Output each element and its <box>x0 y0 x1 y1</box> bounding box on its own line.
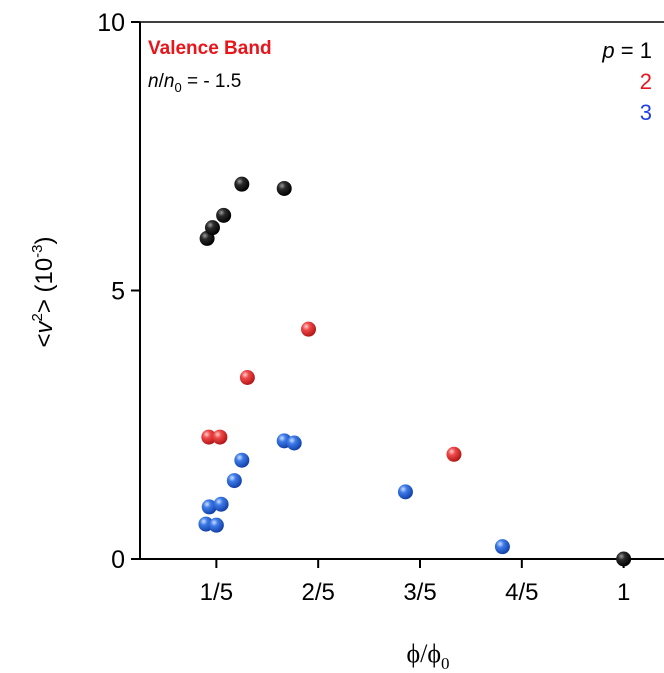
data-points <box>198 176 632 567</box>
y-tick-label: 5 <box>111 278 125 306</box>
series-p3-point <box>208 517 224 533</box>
y-label-pre: < <box>31 334 58 348</box>
density-value: = - 1.5 <box>182 71 242 92</box>
density-sep: / <box>159 71 165 92</box>
y-label-sup: 2 <box>29 313 46 321</box>
series-p2-point <box>201 429 217 445</box>
series-p3-point <box>234 452 250 468</box>
y-axis-label: <v2> (10-3) <box>29 236 58 347</box>
x-tick-group: 1/5 2/5 3/5 4/5 1 <box>200 559 630 606</box>
x-axis-label: ϕ/ϕ0 <box>406 639 449 673</box>
series-p1-point <box>616 551 632 567</box>
x-label-main: ϕ/ϕ <box>406 639 441 668</box>
legend-entry-p1: p = 1 <box>601 38 652 63</box>
legend: p = 1 2 3 <box>601 38 652 125</box>
density-n0: n <box>164 71 175 92</box>
y-label-post: > (10 <box>31 258 58 313</box>
series-p3-point <box>226 473 242 489</box>
series-p3-point <box>201 499 217 515</box>
y-label-close: ) <box>31 236 58 244</box>
legend-value-1: 1 <box>640 38 652 63</box>
series-p3-point <box>397 484 413 500</box>
x-tick-label: 4/5 <box>505 579 538 606</box>
series-p1-point <box>234 176 250 192</box>
y-tick-label: 10 <box>97 9 125 37</box>
series-p1-point <box>216 207 232 223</box>
x-label-sub: 0 <box>441 654 450 673</box>
series-p3-point <box>494 539 510 555</box>
series-p2-point <box>239 369 255 385</box>
series-p3-point <box>286 435 302 451</box>
series-p3-point <box>213 496 229 512</box>
y-tick-group: 0 5 10 <box>97 9 140 574</box>
band-annotation: Valence Band <box>148 38 272 59</box>
series-p1-point <box>276 180 292 196</box>
x-tick-label: 1 <box>617 579 630 606</box>
legend-entry-p2: 2 <box>640 69 652 94</box>
density-n: n <box>148 71 159 92</box>
series-p1-point <box>204 220 220 236</box>
x-tick-label: 2/5 <box>301 579 334 606</box>
series-p2-point <box>446 446 462 462</box>
density-n0-sub: 0 <box>174 80 181 95</box>
y-tick-label: 0 <box>111 546 125 574</box>
plot-frame <box>139 21 664 560</box>
y-label-var: v <box>31 320 58 334</box>
density-annotation: n/n0 = - 1.5 <box>148 71 241 95</box>
series-p2-point <box>212 429 228 445</box>
legend-p-label: p <box>601 38 614 63</box>
legend-entry-p3: 3 <box>640 100 652 125</box>
x-tick-label: 3/5 <box>403 579 436 606</box>
legend-equals: = <box>615 38 640 63</box>
series-p2-point <box>301 321 317 337</box>
x-tick-label: 1/5 <box>200 579 233 606</box>
y-label-unit-sup: -3 <box>29 244 46 257</box>
